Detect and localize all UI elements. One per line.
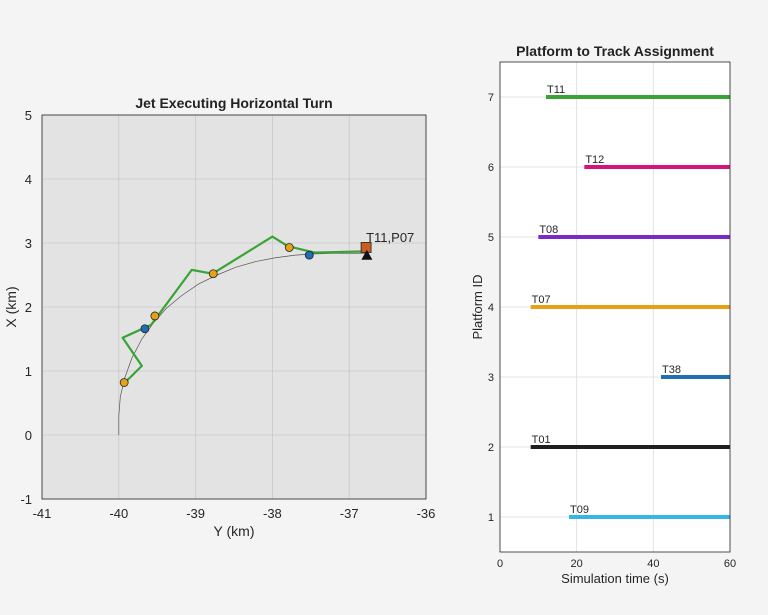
assignment-track-label: T08 [539,224,558,236]
platform-triangle-marker [361,249,373,260]
turn-chart: Jet Executing Horizontal Turn T11,P07 -4… [3,95,435,539]
detection-point [304,250,314,260]
assignment-track-label: T07 [532,294,551,306]
assignment-x-ticks: 0 20 40 60 [497,558,736,570]
track-estimate-line [121,235,367,384]
detection-point [140,324,150,334]
assignment-x-tick-label: 60 [724,558,736,570]
turn-y-tick-label: 0 [25,428,32,443]
assignment-y-axis-label: Platform ID [470,274,485,339]
turn-x-tick-label: -41 [33,506,52,521]
turn-y-tick-label: -1 [20,492,32,507]
assignment-track-label: T11 [547,84,565,96]
detection-point [208,269,218,279]
turn-x-tick-label: -39 [186,506,205,521]
turn-axes-box [41,114,427,500]
track-platform-annotation: T11,P07 [366,230,414,245]
detection-point [150,311,160,321]
assignment-x-tick-label: 20 [571,558,583,570]
turn-chart-title: Jet Executing Horizontal Turn [135,95,332,111]
turn-x-tick-label: -36 [417,506,436,521]
turn-y-tick-label: 4 [25,172,32,187]
turn-y-tick-label: 5 [25,108,32,123]
assignment-track-label: T09 [570,504,589,516]
assignment-x-tick-label: 40 [647,558,659,570]
assignment-axes-box [499,61,731,553]
turn-x-tick-label: -40 [109,506,128,521]
assignment-y-ticks: 1 2 3 4 5 6 7 [488,92,494,524]
assignment-chart: Platform to Track Assignment T09T01T38T0… [470,43,736,586]
turn-x-axis-label: Y (km) [214,523,255,539]
assignment-y-tick-label: 4 [488,302,494,314]
turn-y-tick-label: 3 [25,236,32,251]
assignment-y-tick-label: 7 [488,92,494,104]
assignment-y-tick-label: 2 [488,442,494,454]
assignment-track-label: T01 [532,434,551,446]
turn-x-ticks: -41 -40 -39 -38 -37 -36 [33,506,436,521]
assignment-x-axis-label: Simulation time (s) [561,571,669,586]
turn-y-tick-label: 1 [25,364,32,379]
assignment-y-tick-label: 3 [488,372,494,384]
detection-point [119,378,129,387]
assignment-chart-title: Platform to Track Assignment [516,43,714,59]
turn-y-ticks: -1 0 1 2 3 4 5 [20,108,32,507]
turn-y-tick-label: 2 [25,300,32,315]
turn-x-tick-label: -37 [340,506,359,521]
assignment-track-label: T38 [662,364,681,376]
turn-y-axis-label: X (km) [3,286,19,327]
assignment-y-tick-label: 1 [488,512,494,524]
assignment-plot-content: T09 T01 T38 T07 T08 T12 T11 [530,84,730,519]
truth-trajectory-line [118,252,367,435]
turn-plot-content: T11,P07 [118,230,414,435]
assignment-x-tick-label: 0 [497,558,503,570]
assignment-track-label: T12 [585,154,604,166]
turn-x-tick-label: -38 [263,506,282,521]
assignment-y-tick-label: 6 [488,162,494,174]
detection-point [284,243,294,252]
assignment-y-tick-label: 5 [488,232,494,244]
